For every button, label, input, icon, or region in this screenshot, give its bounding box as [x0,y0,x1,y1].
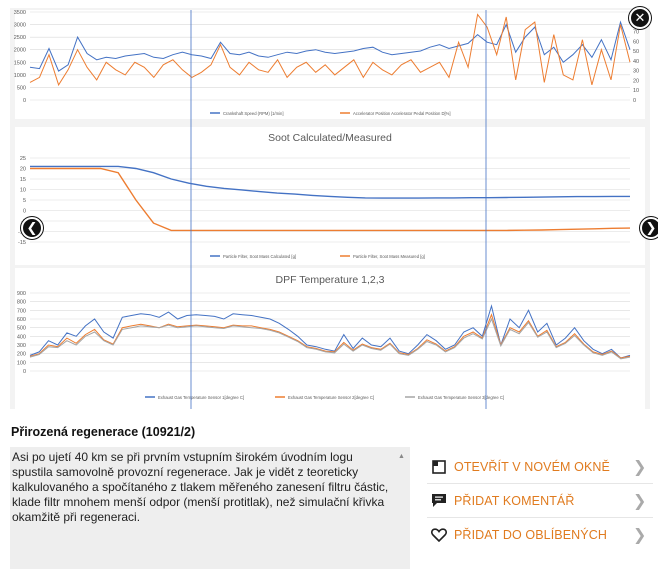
y-tick-label: -15 [18,240,26,246]
divider [427,517,653,518]
y-tick-label: 0 [23,98,26,104]
series-line [29,317,631,360]
y2-tick-label: 30 [633,69,639,75]
y2-tick-label: 10 [633,88,639,94]
legend-entry: Particle Filter, Soot Mass Calculated [g… [223,254,296,259]
y-tick-label: 0 [23,209,26,215]
chevron-right-icon: ❯ [633,525,647,544]
y-tick-label: 100 [17,360,26,366]
legend-entry: Particle Filter, Soot Mass Measured [g] [353,254,425,259]
series-line [30,165,630,199]
open-in-new-window-label: OTEVŘÍT V NOVÉM OKNĚ [454,459,610,474]
y-tick-label: 500 [17,85,26,91]
series-line [29,313,631,359]
chart-image: 3500300025002000150010005000908070605040… [14,10,645,409]
y-tick-label: 25 [20,156,26,162]
series-line [30,167,631,232]
add-comment-button[interactable]: PŘIDAT KOMENTÁŘ ❯ [427,484,653,517]
chevron-right-icon: ❯ [645,220,657,236]
new-window-icon [430,458,448,476]
y2-tick-label: 20 [633,78,639,84]
legend-entry: Accelerator Position Accelerator Pedal P… [353,111,451,116]
y-tick-label: 1500 [14,60,26,66]
y-tick-label: 2000 [14,48,26,54]
open-in-new-window-button[interactable]: OTEVŘÍT V NOVÉM OKNĚ ❯ [427,450,653,483]
chart-panel-0 [15,10,645,119]
y2-tick-label: 0 [633,98,636,104]
chart-panel-2 [15,268,645,409]
y-tick-label: 2500 [14,35,26,41]
y-tick-label: 0 [23,369,26,375]
image-description: Asi po ujetí 40 km se při prvním vstupní… [12,450,389,524]
y-tick-label: 3500 [14,10,26,16]
y-tick-label: 500 [17,326,26,332]
chart-title: Soot Calculated/Measured [268,132,392,144]
add-comment-label: PŘIDAT KOMENTÁŘ [454,493,575,508]
chevron-right-icon: ❯ [633,491,647,510]
y-tick-label: 5 [23,198,26,204]
chevron-right-icon: ❯ [633,457,647,476]
legend-entry: Crankshaft Speed (RPM) [1/min] [223,111,284,116]
y2-tick-label: 60 [633,39,639,45]
y2-tick-label: 50 [633,49,639,55]
y-tick-label: 10 [20,188,26,194]
legend-entry: Exhaust Gas Temperature Sensor 3[degree … [418,395,504,400]
image-caption-title: Přirozená regenerace (10921/2) [11,425,196,439]
y-tick-label: 300 [17,343,26,349]
close-icon: ✕ [634,10,646,26]
series-line [29,13,631,87]
series-line [29,20,631,72]
legend-entry: Exhaust Gas Temperature Sensor 1[degree … [158,395,244,400]
y-tick-label: 800 [17,300,26,306]
y-tick-label: 900 [17,291,26,297]
y-tick-label: 15 [20,177,26,183]
y-tick-label: 400 [17,334,26,340]
y-tick-label: 20 [20,167,26,173]
y2-tick-label: 70 [633,30,639,36]
y-tick-label: 1000 [14,73,26,79]
legend-entry: Exhaust Gas Temperature Sensor 2[degree … [288,395,374,400]
add-to-favorites-button[interactable]: PŘIDAT DO OBLÍBENÝCH ❯ [427,518,653,551]
scroll-up-arrow[interactable]: ▲ [398,453,405,460]
previous-image-button[interactable]: ❮ [21,217,43,239]
y-tick-label: 700 [17,308,26,314]
image-viewer: 3500300025002000150010005000908070605040… [10,8,658,409]
comment-icon [430,492,448,510]
description-box[interactable]: Asi po ujetí 40 km se při prvním vstupní… [10,447,410,569]
close-button[interactable]: ✕ [629,7,651,29]
y-tick-label: 200 [17,352,26,358]
heart-icon [430,526,448,544]
next-image-button[interactable]: ❯ [640,217,658,239]
y-tick-label: 600 [17,317,26,323]
y2-tick-label: 40 [633,59,639,65]
add-to-favorites-label: PŘIDAT DO OBLÍBENÝCH [454,527,607,542]
chart-title: DPF Temperature 1,2,3 [276,274,385,286]
chevron-left-icon: ❮ [26,220,38,236]
series-line [29,304,631,359]
y-tick-label: 3000 [14,23,26,29]
divider [427,483,653,484]
